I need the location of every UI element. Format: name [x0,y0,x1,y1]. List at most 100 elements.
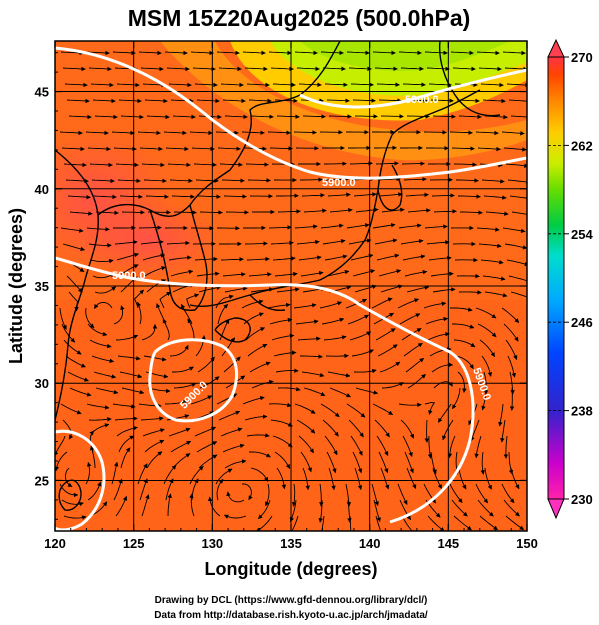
streamline-arrow [220,82,244,88]
streamline-arrow [245,327,266,341]
y-axis-ticks: 25 30 35 40 45 [35,52,527,520]
streamline-arrow [300,451,312,473]
streamline-arrow [296,66,320,72]
streamline-arrow [351,349,374,357]
streamline-arrow [87,146,111,152]
streamline-arrow [140,416,164,421]
streamline-arrow [139,146,163,152]
streamline-arrow [168,82,192,88]
streamline-arrow [118,98,142,104]
streamline-arrow [249,361,271,373]
streamline-arrow [138,50,162,56]
streamline-arrow [268,50,292,56]
streamline-arrow [63,339,82,355]
streamline-arrow [197,194,221,199]
streamline-arrow [289,499,297,523]
streamline-arrow [173,210,197,215]
streamline-arrow [143,178,167,184]
streamline-arrow [348,419,364,438]
streamline-arrow [219,162,243,167]
streamline-arrow [452,323,475,329]
streamline-arrow [294,50,318,56]
streamline-arrow [501,483,515,504]
streamline-arrow [449,130,473,135]
streamline-arrow [291,483,297,507]
streamline-arrow [251,379,274,389]
streamline-arrow [222,98,246,104]
streamline-arrow [60,403,82,415]
streamline-arrow [112,403,136,409]
streamline-arrow [274,271,298,277]
streamline-arrow [246,433,270,438]
credit-drawing: Drawing by DCL (https://www.gfd-dennou.o… [155,595,428,606]
streamline-arrow [455,355,474,370]
streamline-arrow [324,435,338,456]
streamline-arrow [502,227,526,234]
streamline-arrow [347,314,369,325]
streamline-arrow [510,115,527,118]
colorbar-tick-label: 246 [571,315,593,330]
y-tick-label: 35 [35,279,49,294]
streamline-arrow [86,403,110,410]
streamline-arrow [59,483,79,498]
streamline-arrow [377,344,398,357]
colorbar-bottom-triangle [547,498,565,520]
streamline-arrow [272,435,293,448]
colorbar-gradient [547,56,565,500]
streamline-arrow [510,467,520,490]
streamline-arrow [426,240,450,245]
streamline-arrow [273,350,297,357]
streamline-arrow [427,331,450,341]
streamline-arrow [88,66,112,72]
streamline-arrow [162,318,170,341]
streamline-arrow [120,447,131,469]
streamline-arrow [276,467,287,490]
streamline-arrow [276,287,300,293]
streamline-arrow [397,298,420,309]
streamline-arrow [257,499,271,520]
streamline-arrow [426,66,450,72]
streamline-arrow [501,130,525,136]
colorbar-tick-label: 238 [571,404,593,419]
streamline-arrow [298,82,322,87]
streamline-arrow [163,130,187,136]
streamline-arrow [141,162,165,168]
streamline-arrow [241,130,265,136]
streamline-arrow [67,371,89,382]
streamline-arrow [61,499,84,507]
streamline-arrow [145,194,169,199]
streamline-arrow [326,98,350,103]
streamline-arrow [474,435,482,459]
streamline-arrow [430,98,454,103]
colorbar-ticks: 270 262 254 246 238 230 [548,50,593,507]
streamline-arrow [324,254,348,261]
streamline-arrow [268,402,292,408]
streamline-arrow [326,269,350,277]
streamline-arrow [194,256,218,262]
streamline-arrow [295,319,319,325]
streamline-arrow [506,82,527,88]
x-axis-ticks: 120 125 130 135 140 145 150 [44,41,538,551]
streamline-arrow [301,193,325,198]
streamline-arrow [111,461,119,485]
streamline-arrow [481,387,487,411]
streamline-arrow [144,439,165,453]
streamline-arrow [380,284,403,293]
streamline-arrow [245,162,269,167]
streamline-arrow [146,114,170,120]
streamline-arrow [374,238,398,245]
streamline-arrow [349,331,372,341]
streamline-arrow [94,302,113,309]
streamline-arrow [117,355,141,361]
streamline-arrow [506,259,527,267]
streamline-arrow [372,403,394,416]
streamline-arrow [85,461,92,485]
streamline-arrow [64,467,73,488]
streamline-arrow [453,515,472,531]
streamline-arrow [113,305,125,325]
streamline-arrow [424,402,436,415]
x-tick-label: 125 [123,536,145,551]
streamline-arrow [503,435,509,459]
streamline-arrow [272,256,296,261]
streamline-arrow [187,318,195,340]
